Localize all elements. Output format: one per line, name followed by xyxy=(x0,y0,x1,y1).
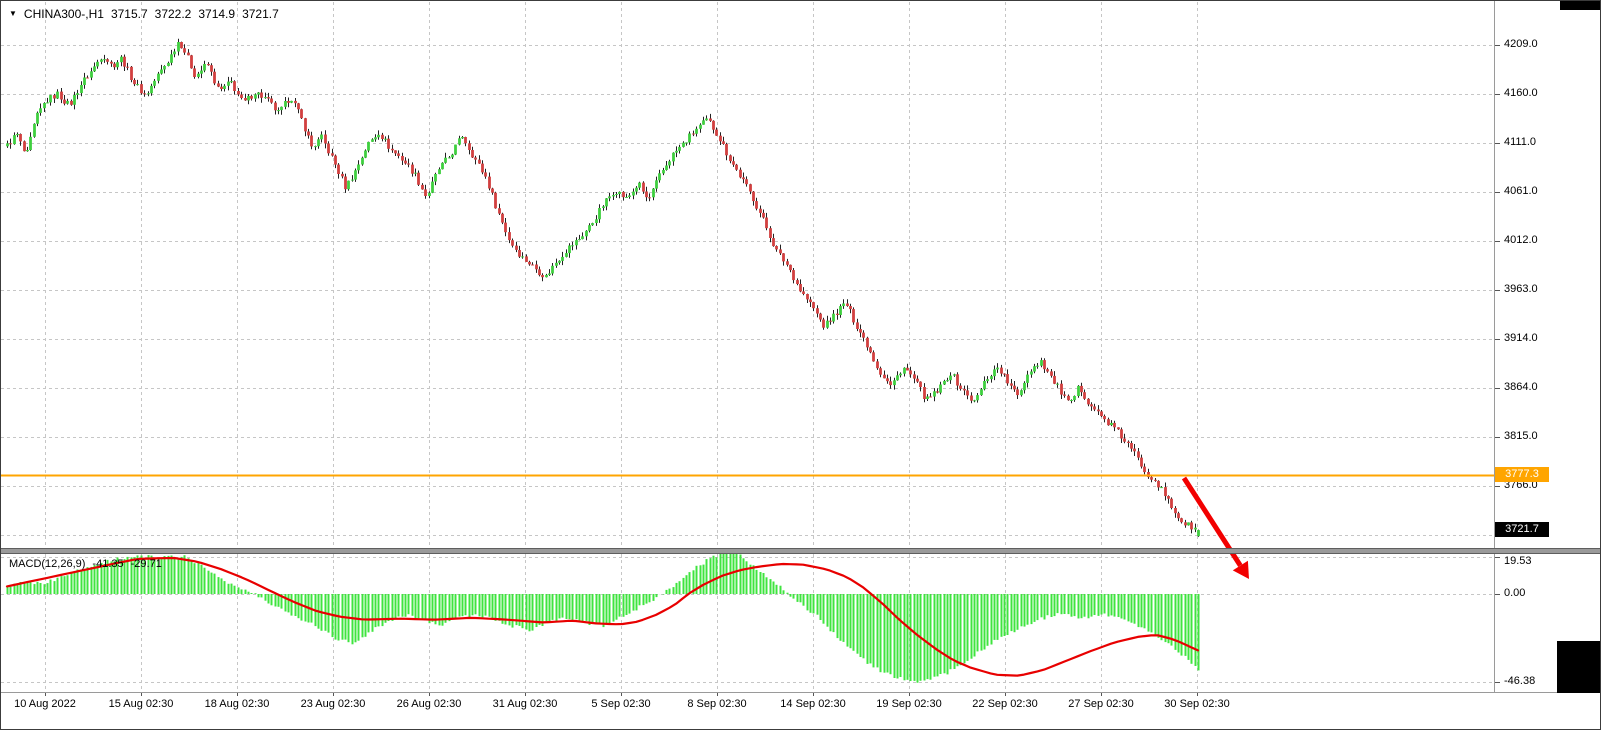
price-scale-label: 4012.0 xyxy=(1504,234,1538,246)
macd-scale-label: -46.38 xyxy=(1504,675,1536,687)
time-scale-label: 31 Aug 02:30 xyxy=(492,698,558,710)
time-scale-label: 8 Sep 02:30 xyxy=(687,698,747,710)
price-scale-label: 3963.0 xyxy=(1504,283,1538,295)
macd-scale-label: 0.00 xyxy=(1504,587,1526,599)
macd-main-value: -41.35 xyxy=(92,558,124,570)
macd-scale-label: 19.53 xyxy=(1504,555,1532,567)
panel-separator[interactable] xyxy=(1,548,1600,554)
ohlc-low: 3714.9 xyxy=(198,7,236,21)
ohlc-high: 3722.2 xyxy=(154,7,192,21)
time-scale[interactable]: 10 Aug 2022 15 Aug 02:30 18 Aug 02:30 23 Au… xyxy=(1,693,1494,717)
price-scale-label: 4061.0 xyxy=(1504,185,1538,197)
price-scale-label: 3815.0 xyxy=(1504,430,1538,442)
price-scale-separator xyxy=(1494,1,1495,692)
macd-signal-line xyxy=(5,556,1200,677)
triangle-marker-icon: ▼ xyxy=(9,9,17,18)
ohlc-close: 3721.7 xyxy=(242,7,279,21)
top-right-black-marker xyxy=(1560,1,1600,10)
candle-wicks xyxy=(7,38,1199,537)
time-scale-label: 22 Sep 02:30 xyxy=(972,698,1038,710)
time-scale-label: 27 Sep 02:30 xyxy=(1068,698,1134,710)
price-scale-label: 4160.0 xyxy=(1504,87,1538,99)
candle-bodies xyxy=(6,42,1200,537)
symbol-ohlc-label: ▼ CHINA300-,H1 3715.7 3722.2 3714.9 3721… xyxy=(9,7,279,21)
time-scale-label: 19 Sep 02:30 xyxy=(876,698,942,710)
trend-arrow xyxy=(1181,476,1249,579)
price-scale-label: 3864.0 xyxy=(1504,381,1538,393)
macd-histogram xyxy=(6,550,1200,683)
time-scale-label: 30 Sep 02:30 xyxy=(1164,698,1230,710)
ohlc-open: 3715.7 xyxy=(110,7,148,21)
hline-price-tag: 3777.3 xyxy=(1495,467,1549,482)
time-scale-label: 15 Aug 02:30 xyxy=(108,698,174,710)
macd-indicator-label: MACD(12,26,9) -41.35 -29.71 xyxy=(9,558,162,570)
price-scale[interactable]: 4209.0 4160.0 4111.0 4061.0 4012.0 3963.0 3914… xyxy=(1495,1,1600,692)
macd-signal-value: -29.71 xyxy=(130,558,162,570)
time-scale-label: 14 Sep 02:30 xyxy=(780,698,846,710)
price-scale-label: 3766.0 xyxy=(1504,479,1538,491)
bottom-right-black-marker xyxy=(1557,641,1600,693)
time-scale-label: 26 Aug 02:30 xyxy=(396,698,462,710)
current-price-tag: 3721.7 xyxy=(1495,522,1549,537)
macd-name: MACD(12,26,9) xyxy=(9,558,86,570)
time-scale-label: 23 Aug 02:30 xyxy=(300,698,366,710)
time-scale-label: 10 Aug 2022 xyxy=(14,698,76,710)
symbol-name: CHINA300-,H1 xyxy=(23,7,104,21)
price-scale-label: 3914.0 xyxy=(1504,332,1538,344)
time-scale-label: 5 Sep 02:30 xyxy=(591,698,651,710)
time-scale-label: 18 Aug 02:30 xyxy=(204,698,270,710)
time-scale-separator xyxy=(1,692,1600,693)
price-scale-label: 4209.0 xyxy=(1504,38,1538,50)
price-scale-label: 4111.0 xyxy=(1504,136,1537,148)
